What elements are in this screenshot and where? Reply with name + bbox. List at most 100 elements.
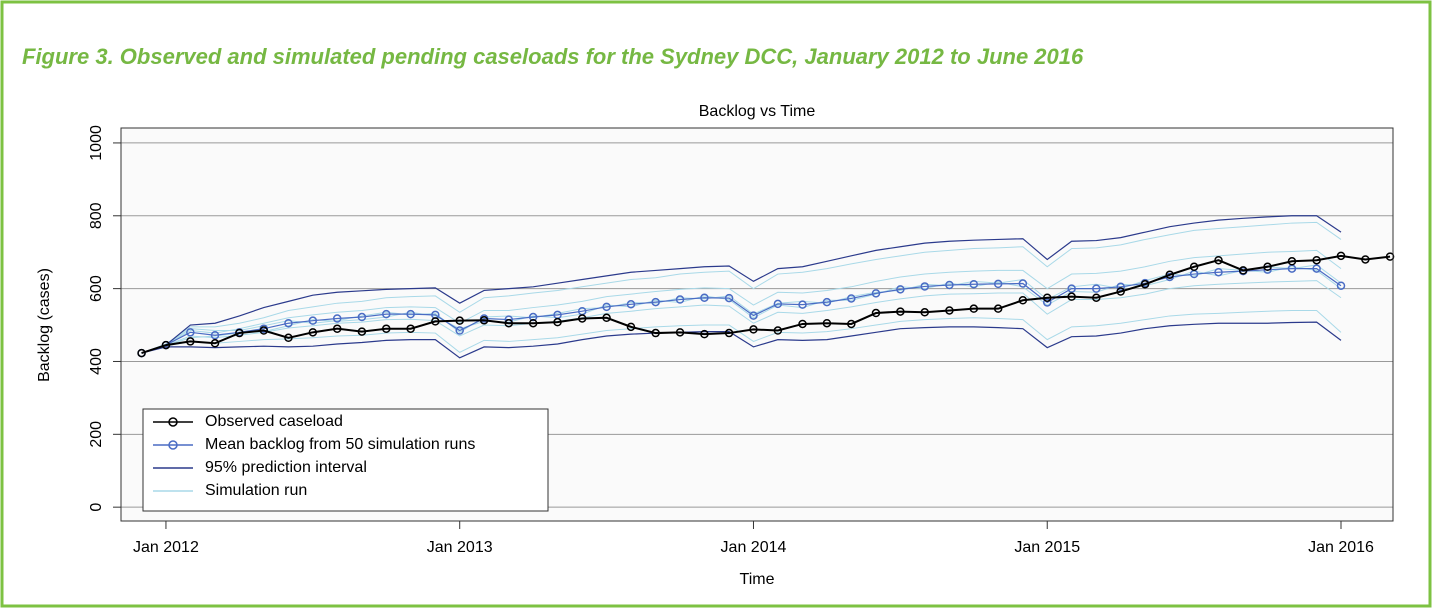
interval-upper [141, 215, 1342, 354]
series-line-point [1165, 270, 1174, 280]
series-line-point [1287, 257, 1297, 266]
series-line-point [798, 300, 807, 309]
series-line-point [626, 300, 636, 309]
series-line [141, 254, 1391, 355]
series-line-point [847, 294, 856, 303]
series-line-point [1092, 293, 1101, 302]
series-line-point [1116, 287, 1125, 296]
series-line-point [284, 333, 293, 343]
y-axis-title: Backlog (cases) [36, 268, 53, 382]
series-line-point [847, 319, 856, 329]
series-line-point [969, 280, 979, 289]
series-line-point [553, 317, 562, 327]
x-tick-label: Jan 2014 [721, 539, 787, 556]
series-line-point [1336, 251, 1346, 261]
series-line-point [749, 311, 758, 320]
y-tick-label: 800 [88, 202, 105, 229]
series-line-point [1214, 267, 1223, 277]
series-line-point [1092, 284, 1101, 293]
x-tick-label: Jan 2012 [133, 539, 199, 556]
series-line-point [773, 299, 783, 309]
series-line-point [186, 328, 195, 337]
series-line-point [284, 318, 293, 328]
series-line-point [896, 307, 905, 316]
simulation-run [141, 309, 1342, 354]
simulation-run [141, 221, 1342, 354]
series-line-point [382, 309, 391, 319]
series-line-point [406, 309, 415, 319]
series-line-point [1361, 255, 1370, 264]
series-line-point [602, 302, 611, 312]
series-line-point [1312, 264, 1321, 273]
series-line-point [308, 328, 318, 337]
series-line-point [357, 327, 367, 336]
series-line-point [1042, 298, 1052, 307]
series-line-point [871, 289, 881, 298]
y-tick-label: 0 [88, 503, 105, 512]
series-line-point [1385, 252, 1395, 261]
legend-box [142, 408, 549, 512]
x-tick-label: Jan 2013 [427, 539, 493, 556]
simulation-run [141, 280, 1342, 354]
series-line-point [1263, 262, 1272, 272]
series-line-point [357, 312, 367, 322]
y-tick-label: 600 [88, 275, 105, 302]
series-line-point [1238, 266, 1248, 275]
series-line-point [993, 279, 1003, 289]
chart-title: Backlog vs Time [699, 103, 816, 120]
series-line-point [724, 293, 734, 303]
x-tick-label: Jan 2015 [1014, 539, 1080, 556]
x-axis-title: Time [740, 571, 775, 588]
series-line-point [382, 324, 391, 333]
y-tick-label: 1000 [88, 125, 105, 161]
series-line-point [186, 337, 195, 346]
series-line-point [700, 329, 709, 339]
legend-label: Mean backlog from 50 simulation runs [205, 436, 475, 453]
series-line-point [651, 297, 660, 307]
series-line-point [798, 319, 807, 329]
series-line-point [945, 280, 954, 290]
plot-border [120, 127, 1394, 522]
series-line-point [332, 314, 342, 323]
series-line-point [1042, 293, 1052, 302]
legend-label: 95% prediction interval [205, 459, 367, 476]
series-line-point [528, 312, 538, 322]
series-line-point [210, 339, 220, 348]
series-line-point [577, 314, 587, 323]
series-line-point [920, 308, 929, 317]
series-line-point [1018, 279, 1028, 288]
series-line-point [1214, 255, 1223, 265]
interval-lower [141, 321, 1342, 359]
legend-label: Simulation run [205, 482, 307, 499]
series-line-point [700, 293, 709, 302]
series-line-point [993, 304, 1003, 313]
series-line-point [137, 348, 146, 358]
series-line-point [455, 316, 464, 325]
series-line-point [161, 340, 171, 350]
series-line-point [528, 318, 538, 328]
series-line-point [1067, 284, 1076, 293]
series-line-point [1312, 255, 1321, 265]
x-tick-label: Jan 2016 [1308, 539, 1374, 556]
legend-marker [168, 440, 178, 450]
simulation-run [141, 249, 1342, 354]
series-line-point [259, 326, 269, 335]
series-line-point [675, 328, 685, 337]
figure-title: Figure 3. Observed and simulated pending… [22, 44, 1084, 69]
series-line-point [479, 316, 489, 325]
series-line-point [406, 324, 415, 333]
series-line-point [1018, 296, 1028, 305]
series-line-point [1116, 282, 1125, 292]
series-line-point [871, 308, 881, 318]
series-line-point [308, 316, 318, 325]
series-line-point [455, 326, 464, 335]
series-line-point [332, 324, 342, 333]
series-line-point [1067, 292, 1076, 301]
series-line-point [822, 318, 832, 328]
series-line-point [504, 318, 514, 328]
series-line-point [602, 313, 611, 323]
series-line-point [896, 285, 905, 294]
series-line-point [431, 317, 440, 326]
